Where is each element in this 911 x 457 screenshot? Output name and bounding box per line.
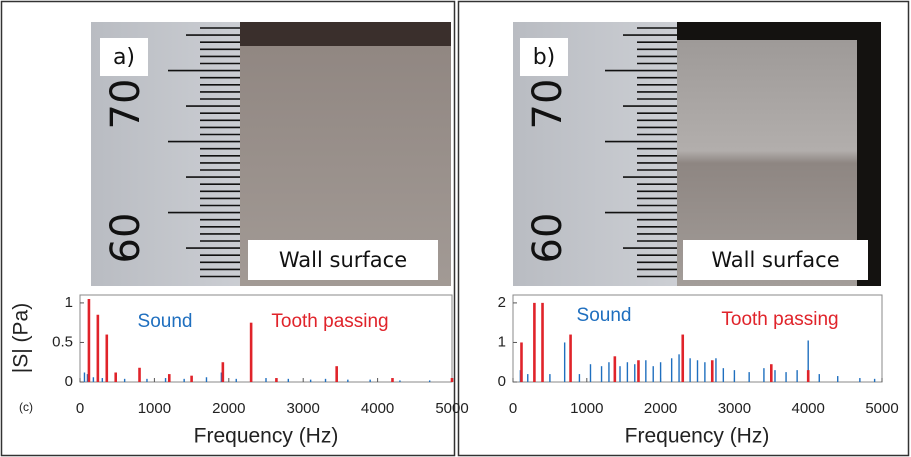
label-box bbox=[100, 38, 148, 76]
x-tick-label: 2000 bbox=[644, 400, 677, 417]
x-tick-label: 3000 bbox=[718, 400, 751, 417]
plot-area bbox=[79, 294, 453, 383]
annotation: (c) bbox=[19, 400, 33, 414]
x-tick-label: 4000 bbox=[792, 400, 825, 417]
x-tick-label: 2000 bbox=[212, 400, 245, 417]
x-tick-label: 1000 bbox=[138, 400, 171, 417]
x-axis-label: Frequency (Hz) bbox=[625, 425, 770, 448]
panel-label: b) bbox=[533, 45, 556, 70]
wall-edge bbox=[240, 22, 451, 46]
chart: 0 1 2 0 1000 2000 3000 4000 5000 Sound Tooth passi… bbox=[498, 294, 899, 448]
y-tick-label: 0 bbox=[498, 373, 506, 390]
panel-label: a) bbox=[113, 45, 135, 70]
y-tick-label: 1 bbox=[65, 294, 73, 311]
y-tick-label: 0.5 bbox=[52, 333, 73, 350]
x-tick-label: 1000 bbox=[570, 400, 603, 417]
series-label: Sound bbox=[577, 305, 632, 326]
x-tick-label: 0 bbox=[509, 400, 517, 417]
series-label: Tooth passing bbox=[721, 309, 838, 330]
scale-label: 60 bbox=[103, 213, 149, 264]
scale-label: 60 bbox=[525, 213, 571, 264]
y-axis-label: |S| (Pa) bbox=[10, 303, 33, 373]
panel-border bbox=[0, 0, 456, 457]
series-label: Sound bbox=[138, 311, 193, 332]
label-box bbox=[520, 38, 568, 76]
y-tick-label: 0 bbox=[65, 373, 73, 390]
caption-box bbox=[683, 240, 868, 280]
x-tick-label: 4000 bbox=[361, 400, 394, 417]
y-tick-label: 1 bbox=[498, 333, 506, 350]
x-tick-label: 5000 bbox=[865, 400, 898, 417]
panel-border bbox=[457, 0, 910, 457]
x-axis-label: Frequency (Hz) bbox=[194, 425, 339, 448]
scale-label: 70 bbox=[103, 79, 149, 130]
caption: Wall surface bbox=[711, 248, 839, 272]
caption-box bbox=[248, 240, 438, 280]
y-tick-label: 2 bbox=[498, 294, 506, 311]
caption: Wall surface bbox=[279, 248, 407, 272]
x-tick-label: 5000 bbox=[435, 400, 468, 417]
x-tick-label: 0 bbox=[76, 400, 84, 417]
chart: 0 0.5 1 0 1000 2000 3000 4000 5000 Sound Tooth pas… bbox=[10, 294, 469, 448]
series-label: Tooth passing bbox=[271, 311, 388, 332]
scale-label: 70 bbox=[525, 79, 571, 130]
x-tick-label: 3000 bbox=[287, 400, 320, 417]
